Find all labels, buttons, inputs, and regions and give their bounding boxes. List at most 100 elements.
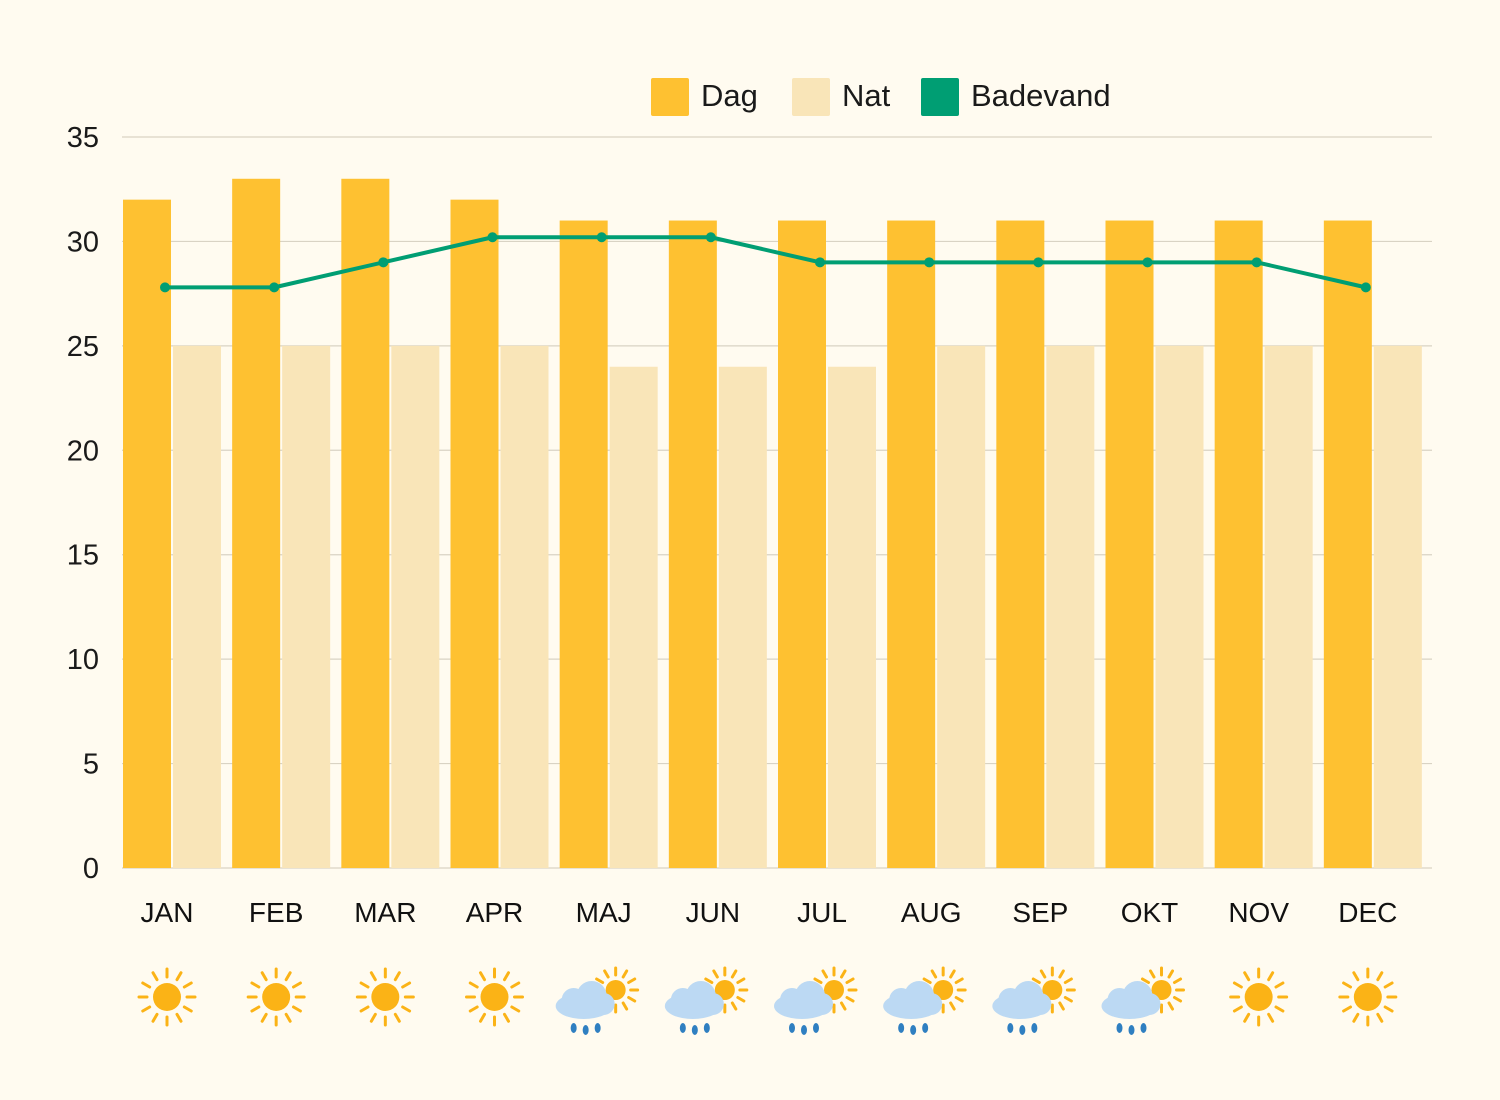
sun-ray [250,1005,261,1013]
cloud-part [1138,993,1161,1015]
rain-drop [594,1023,601,1033]
cloud-part [1107,988,1132,1012]
rain-drop [582,1025,589,1035]
legend-label: Nat [842,78,891,113]
sun-ray [1243,1012,1251,1023]
bar-nat [718,366,767,868]
sun-ray [503,1012,510,1023]
sun-disc [153,983,181,1011]
line-point-badevand [1033,257,1044,268]
line-point-badevand [596,232,607,243]
bar-dag [887,220,936,869]
cloud-part [1029,993,1052,1015]
y-tick-label: 10 [67,644,99,676]
legend-label: Dag [701,78,758,113]
sun-ray [627,996,637,1003]
bar-dag [1105,220,1154,869]
cloud-part [592,993,615,1015]
sun-disc [714,980,735,1000]
sun-ray [736,996,746,1003]
cloud-part [780,988,804,1012]
sun-ray [1376,971,1384,982]
sun-ray [182,1005,193,1013]
legend-swatch [792,78,830,116]
sun-ray [845,996,855,1003]
sun-ray [1149,969,1156,979]
bar-nat [609,366,658,868]
sun-icon [355,967,415,1027]
sun-ray [369,971,377,982]
y-tick-label: 5 [83,749,99,781]
sun-ray [1352,1012,1360,1023]
legend-item: Nat [792,78,891,116]
bar-nat [828,366,876,868]
rain-sun-icon [555,966,640,1035]
sun-ray [260,1012,268,1023]
line-point-badevand [1142,257,1153,268]
sun-ray [1383,981,1394,989]
sun-ray [1267,971,1275,982]
legend-swatch [651,78,689,116]
line-point-badevand [815,257,825,268]
sun-ray [845,977,855,984]
sun-ray [1039,969,1047,979]
bar-nat [1264,345,1313,868]
legend-item: Badevand [921,78,1111,116]
bar-nat [391,345,440,868]
rain-drop [922,1023,929,1033]
rain-drop [789,1023,795,1033]
sun-ray [627,977,637,984]
bar-dag [668,220,717,869]
sun-ray [141,1005,152,1013]
sun-ray [813,977,823,984]
sun-ray [1342,1005,1353,1013]
sun-disc [1244,983,1273,1011]
bar-nat [1155,345,1204,868]
month-label: AUG [901,897,962,928]
sun-ray [1383,1005,1394,1013]
sun-icon [246,967,306,1027]
month-label: MAJ [576,897,632,928]
rain-drop [910,1025,917,1035]
sun-ray [1140,977,1151,984]
rain-sun-icon [1101,966,1185,1035]
sun-ray [510,1005,521,1013]
cloud-part [561,988,586,1012]
sun-ray [291,981,302,989]
sun-ray [712,969,719,979]
sun-ray [479,971,486,982]
sun-ray [369,1012,377,1023]
line-point-badevand [378,257,389,268]
sun-ray [954,977,964,984]
y-tick-label: 35 [67,122,99,154]
line-badevand [165,235,1367,290]
rain-drop [1128,1025,1135,1035]
sun-ray [479,1012,486,1023]
sun-ray [1063,996,1073,1003]
line-point-badevand [487,232,498,243]
month-label: FEB [249,897,303,928]
sun-ray [730,1001,738,1011]
line-point-badevand [1251,257,1262,268]
bar-dag [232,178,281,868]
sun-ray [260,971,268,982]
sun-icon [1229,967,1289,1027]
sun-ray [595,977,605,984]
sun-ray [621,1001,629,1011]
sun-ray [949,1001,956,1011]
sun-ray [704,977,714,984]
sun-ray [141,981,152,989]
rain-drop [801,1025,807,1035]
rain-drop [1031,1023,1038,1033]
bar-dag [996,220,1045,869]
bar-nat [1373,345,1422,868]
sun-icon [465,967,524,1027]
cloud-part [811,993,833,1015]
bar-nat [282,345,331,868]
sun-ray [468,981,479,989]
sun-ray [922,977,932,984]
sun-ray [510,981,521,989]
sun-ray [284,971,292,982]
y-tick-label: 20 [67,435,99,467]
